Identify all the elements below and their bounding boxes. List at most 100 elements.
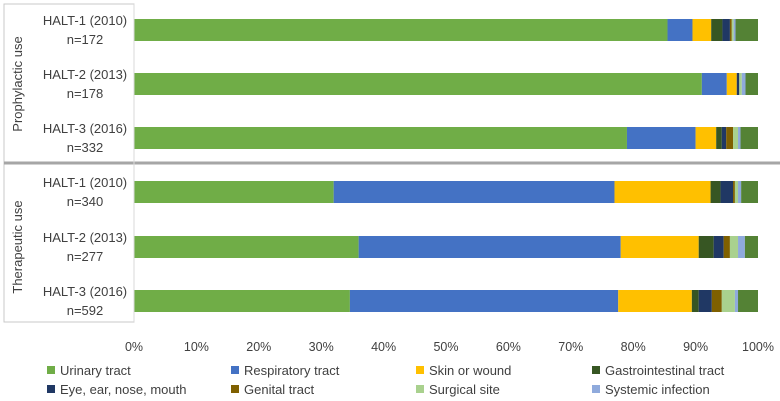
bar-segment-genital-tract bbox=[711, 290, 722, 312]
legend-label: Urinary tract bbox=[60, 363, 131, 378]
bar-segment-gastrointestinal-tract bbox=[711, 19, 723, 41]
category-label: HALT-1 (2010) bbox=[43, 175, 127, 190]
legend-swatch bbox=[47, 385, 55, 393]
legend-label: Respiratory tract bbox=[244, 363, 340, 378]
bar-segment-other bbox=[741, 181, 758, 203]
bar-segment-other bbox=[735, 19, 758, 41]
category-label: HALT-2 (2013) bbox=[43, 67, 127, 82]
legend-label: Eye, ear, nose, mouth bbox=[60, 382, 186, 397]
category-n-label: n=592 bbox=[67, 303, 104, 318]
bar-segment-surgical-site bbox=[734, 181, 739, 203]
bar-row-prophylactic-use-1 bbox=[134, 19, 758, 41]
bar-segment-skin-or-wound bbox=[618, 290, 692, 312]
legend-item-skin-or-wound: Skin or wound bbox=[416, 363, 511, 378]
bar-row-therapeutic-use-3 bbox=[134, 290, 758, 312]
x-tick-label: 40% bbox=[371, 340, 396, 354]
legend-item-eye-ear-nose-mouth: Eye, ear, nose, mouth bbox=[47, 382, 186, 397]
bar-segment-genital-tract bbox=[726, 127, 734, 149]
legend-label: Gastrointestinal tract bbox=[605, 363, 725, 378]
legend-swatch bbox=[231, 366, 239, 374]
bar-segment-urinary-tract bbox=[134, 19, 668, 41]
category-label: HALT-1 (2010) bbox=[43, 13, 127, 28]
category-n-label: n=178 bbox=[67, 86, 104, 101]
bar-segment-urinary-tract bbox=[134, 73, 702, 95]
legend: Urinary tract Respiratory tract Skin or wo… bbox=[47, 363, 725, 397]
category-n-label: n=172 bbox=[67, 32, 104, 47]
group-labels: Prophylactic use Therapeutic use bbox=[10, 36, 25, 293]
bar-segment-surgical-site bbox=[729, 236, 739, 258]
x-tick-label: 100% bbox=[742, 340, 774, 354]
bar-segment-respiratory-tract bbox=[333, 181, 615, 203]
bars-layer bbox=[134, 19, 758, 312]
bar-segment-gastrointestinal-tract bbox=[698, 236, 714, 258]
x-tick-label: 10% bbox=[184, 340, 209, 354]
bar-row-prophylactic-use-2 bbox=[134, 73, 758, 95]
x-tick-label: 20% bbox=[246, 340, 271, 354]
bar-segment-gastrointestinal-tract bbox=[691, 290, 699, 312]
x-tick-label: 30% bbox=[309, 340, 334, 354]
category-n-label: n=332 bbox=[67, 140, 104, 155]
category-n-label: n=340 bbox=[67, 194, 104, 209]
bar-segment-eye-ear-nose-mouth bbox=[736, 73, 740, 95]
bar-segment-urinary-tract bbox=[134, 290, 350, 312]
bar-segment-respiratory-tract bbox=[349, 290, 619, 312]
x-tick-label: 90% bbox=[683, 340, 708, 354]
category-label: HALT-3 (2016) bbox=[43, 121, 127, 136]
legend-item-respiratory-tract: Respiratory tract bbox=[231, 363, 340, 378]
bar-segment-other bbox=[738, 290, 758, 312]
bar-segment-systemic-infection bbox=[738, 236, 745, 258]
bar-segment-gastrointestinal-tract bbox=[710, 181, 721, 203]
bar-segment-surgical-site bbox=[739, 73, 742, 95]
bar-segment-systemic-infection bbox=[733, 19, 736, 41]
bar-segment-respiratory-tract bbox=[701, 73, 727, 95]
bar-row-therapeutic-use-2 bbox=[134, 236, 758, 258]
category-label: HALT-3 (2016) bbox=[43, 284, 127, 299]
bar-segment-genital-tract bbox=[729, 19, 732, 41]
legend-item-surgical-site: Surgical site bbox=[416, 382, 500, 397]
bar-segment-gastrointestinal-tract bbox=[716, 127, 722, 149]
category-labels: HALT-1 (2010) n=172 HALT-2 (2013) n=178 HALT… bbox=[3, 3, 780, 323]
legend-swatch bbox=[592, 385, 600, 393]
bar-segment-urinary-tract bbox=[134, 181, 334, 203]
bar-segment-eye-ear-nose-mouth bbox=[722, 19, 730, 41]
bar-segment-eye-ear-nose-mouth bbox=[713, 236, 724, 258]
bar-segment-other bbox=[740, 127, 758, 149]
legend-swatch bbox=[231, 385, 239, 393]
legend-item-systemic-infection: Systemic infection bbox=[592, 382, 710, 397]
bar-segment-systemic-infection bbox=[741, 73, 746, 95]
legend-label: Systemic infection bbox=[605, 382, 710, 397]
bar-segment-eye-ear-nose-mouth bbox=[720, 181, 734, 203]
group-label-therapeutic-use: Therapeutic use bbox=[10, 200, 25, 293]
x-tick-label: 80% bbox=[621, 340, 646, 354]
bar-segment-genital-tract bbox=[733, 181, 735, 203]
legend-item-gastrointestinal-tract: Gastrointestinal tract bbox=[592, 363, 725, 378]
bar-segment-systemic-infection bbox=[738, 127, 741, 149]
x-tick-label: 50% bbox=[433, 340, 458, 354]
bar-segment-respiratory-tract bbox=[358, 236, 621, 258]
bar-segment-systemic-infection bbox=[738, 181, 742, 203]
legend-swatch bbox=[416, 366, 424, 374]
x-tick-label: 70% bbox=[558, 340, 583, 354]
legend-label: Skin or wound bbox=[429, 363, 511, 378]
bar-segment-skin-or-wound bbox=[614, 181, 711, 203]
bar-segment-skin-or-wound bbox=[726, 73, 737, 95]
x-axis: 0% 10% 20% 30% 40% 50% 60% 70% 80% 90% 100% bbox=[125, 4, 774, 354]
bar-segment-systemic-infection bbox=[734, 290, 739, 312]
bar-segment-other bbox=[745, 73, 758, 95]
legend-swatch bbox=[416, 385, 424, 393]
bar-segment-eye-ear-nose-mouth bbox=[698, 290, 712, 312]
bar-segment-surgical-site bbox=[733, 127, 739, 149]
legend-swatch bbox=[592, 366, 600, 374]
bar-segment-other bbox=[744, 236, 758, 258]
bar-row-therapeutic-use-1 bbox=[134, 181, 758, 203]
legend-item-genital-tract: Genital tract bbox=[231, 382, 314, 397]
legend-item-urinary-tract: Urinary tract bbox=[47, 363, 131, 378]
bar-segment-skin-or-wound bbox=[692, 19, 712, 41]
bar-row-prophylactic-use-3 bbox=[134, 127, 758, 149]
bar-segment-surgical-site bbox=[731, 19, 734, 41]
group-label-prophylactic-use: Prophylactic use bbox=[10, 36, 25, 131]
bar-segment-urinary-tract bbox=[134, 127, 627, 149]
legend-label: Surgical site bbox=[429, 382, 500, 397]
x-tick-label: 0% bbox=[125, 340, 143, 354]
